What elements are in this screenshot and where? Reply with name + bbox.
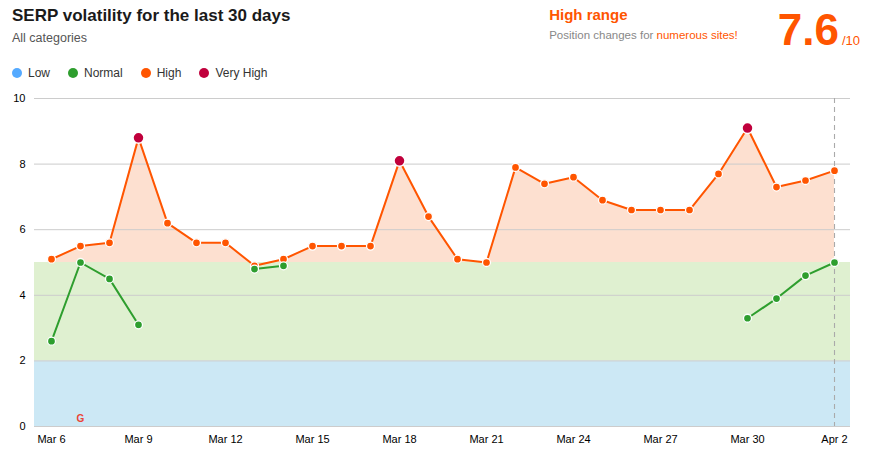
svg-text:Mar 24: Mar 24 bbox=[556, 433, 590, 445]
svg-text:4: 4 bbox=[19, 289, 25, 301]
html-text:Very High: Very High bbox=[215, 66, 268, 80]
html-text:All categories: All categories bbox=[12, 31, 87, 45]
svg-text:10: 10 bbox=[13, 92, 25, 104]
html-text:High range: High range bbox=[549, 6, 628, 23]
html-text:7.6: 7.6 bbox=[777, 5, 839, 54]
svg-text:Mar 6: Mar 6 bbox=[37, 433, 65, 445]
svg-text:Mar 12: Mar 12 bbox=[208, 433, 242, 445]
html-text:/10: /10 bbox=[841, 33, 860, 48]
html-text:SERP volatility for the last 3: SERP volatility for the last 30 days bbox=[12, 6, 291, 25]
svg-text:Apr 2: Apr 2 bbox=[821, 433, 847, 445]
html-text:High: High bbox=[156, 66, 182, 80]
svg-text:Mar 21: Mar 21 bbox=[469, 433, 503, 445]
svg-text:Mar 18: Mar 18 bbox=[382, 433, 416, 445]
svg-text:Mar 27: Mar 27 bbox=[643, 433, 677, 445]
svg-text:6: 6 bbox=[19, 223, 25, 235]
svg-text:G: G bbox=[77, 413, 85, 424]
svg-text:Mar 15: Mar 15 bbox=[295, 433, 329, 445]
html-text:Position changes for numerous: Position changes for numerous sites! bbox=[549, 29, 738, 41]
svg-text:Mar 9: Mar 9 bbox=[124, 433, 152, 445]
html-text:Normal: Normal bbox=[84, 66, 123, 80]
svg-text:8: 8 bbox=[19, 158, 25, 170]
html-text:Low: Low bbox=[28, 66, 50, 80]
svg-text:Mar 30: Mar 30 bbox=[730, 433, 764, 445]
svg-text:0: 0 bbox=[19, 420, 25, 432]
svg-text:2: 2 bbox=[19, 354, 25, 366]
